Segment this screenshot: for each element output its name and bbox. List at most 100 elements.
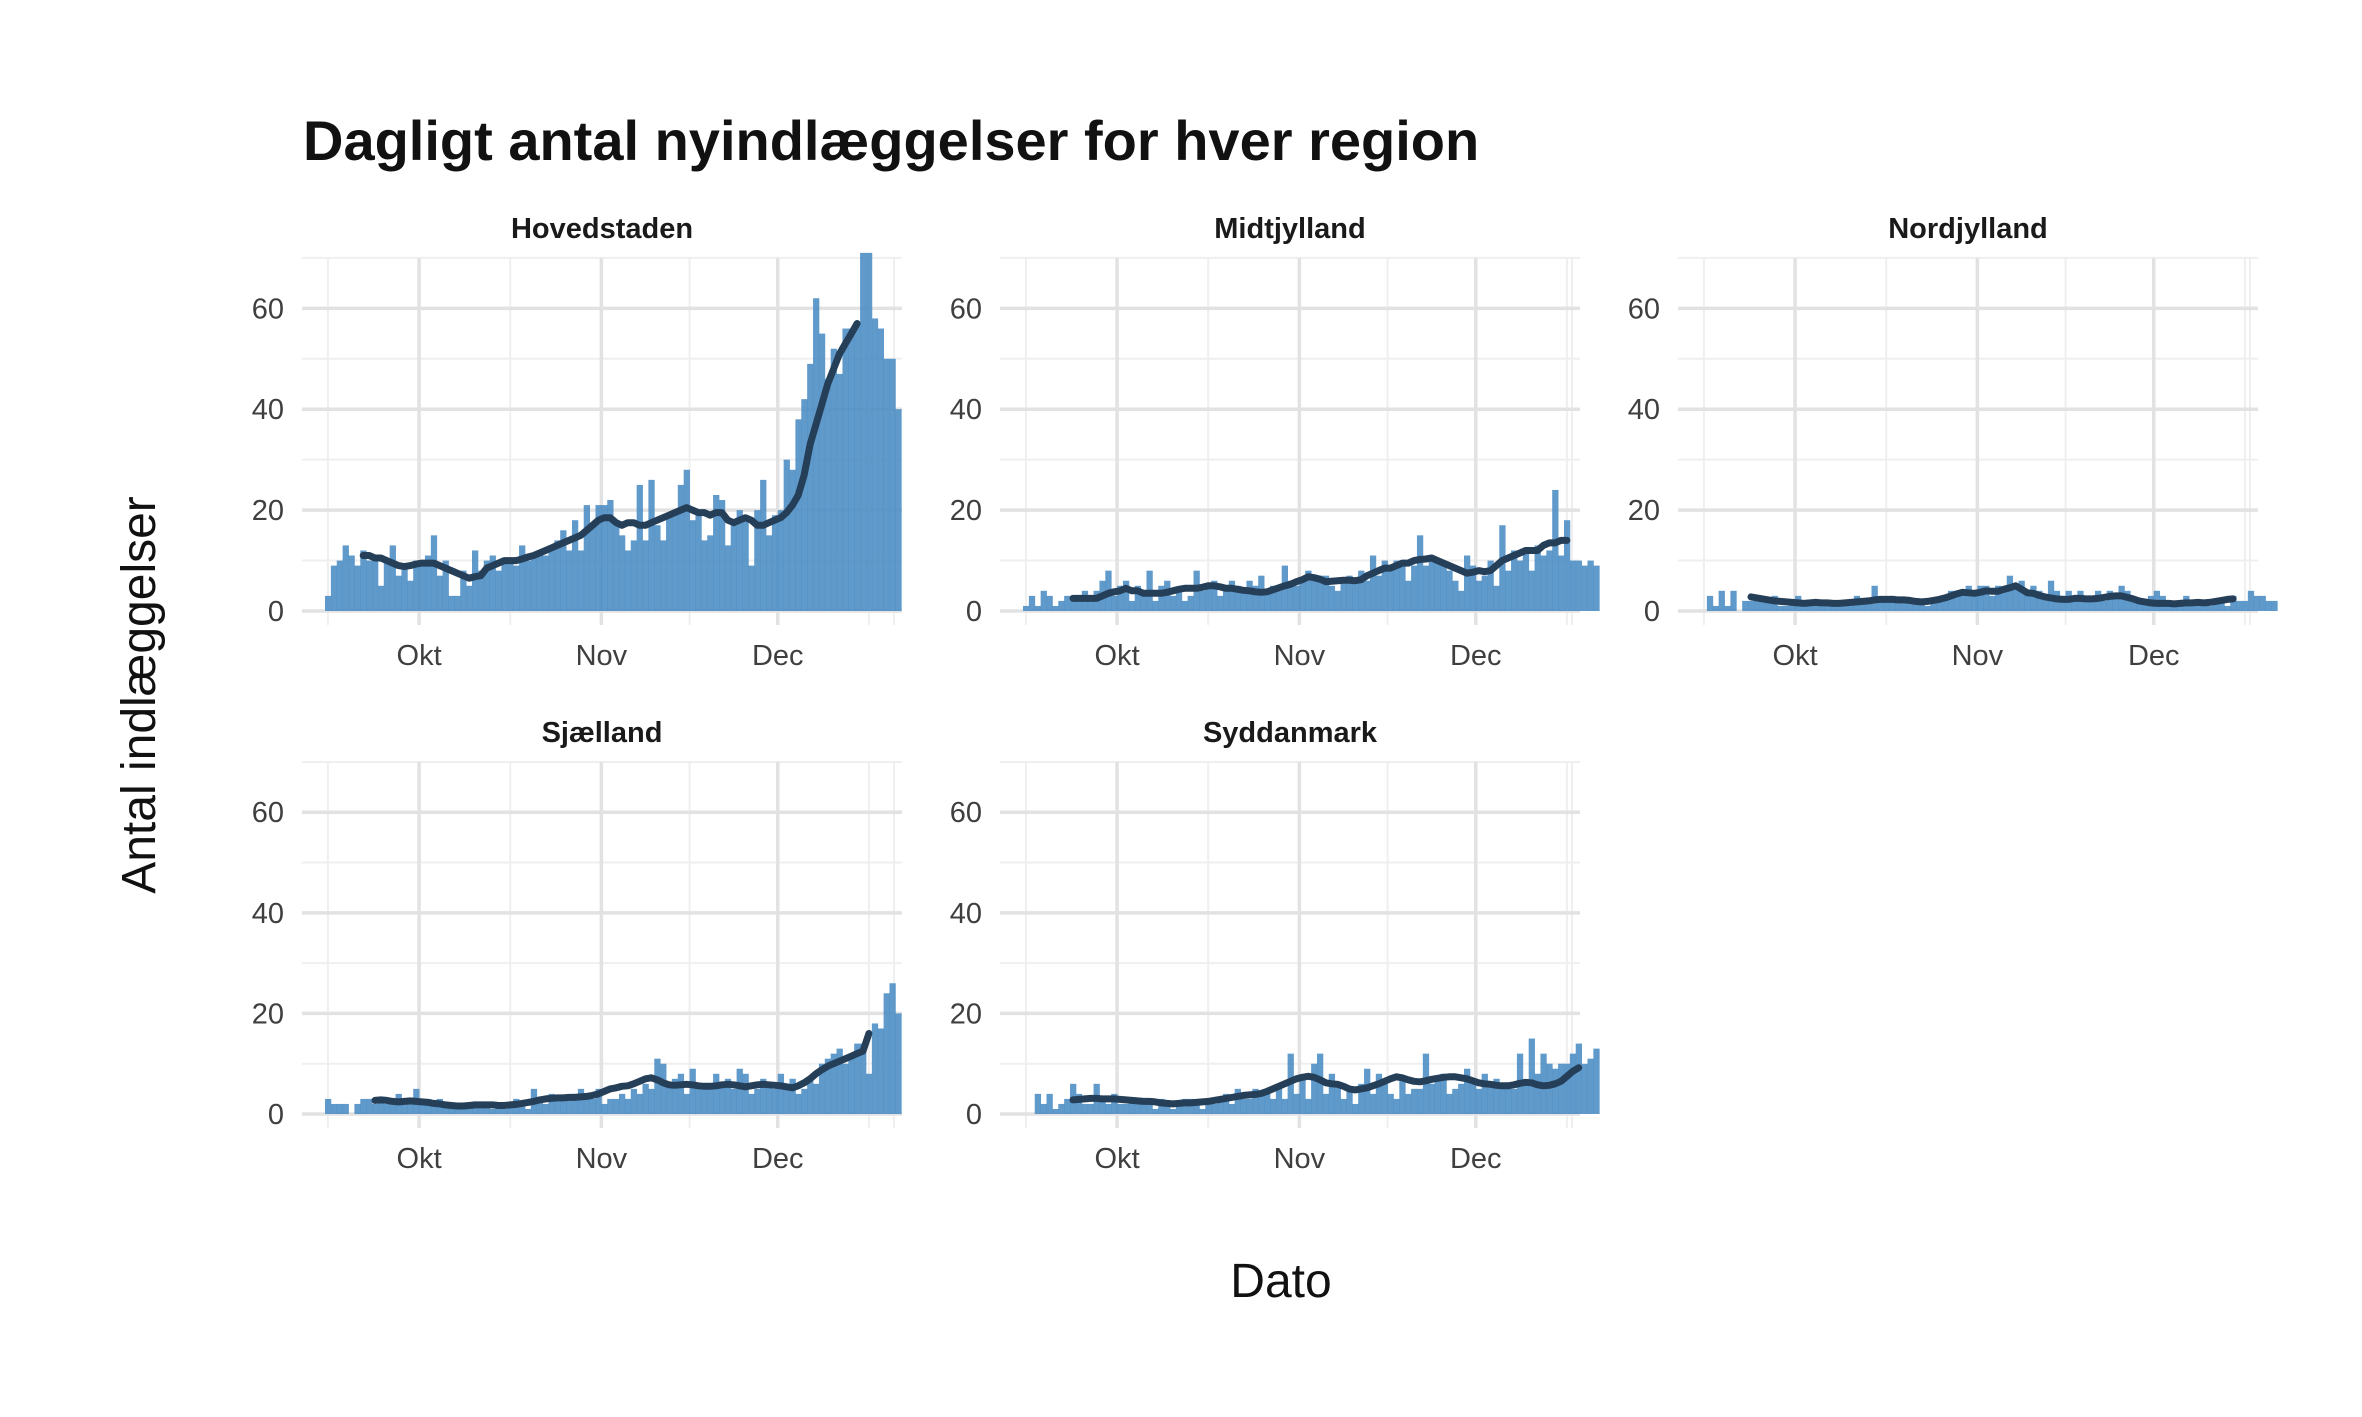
bar — [654, 525, 661, 611]
chart-title: Dagligt antal nyindlæggelser for hver re… — [303, 109, 1479, 172]
bar — [630, 540, 638, 611]
bar — [1777, 605, 1784, 611]
bar — [1411, 1088, 1418, 1114]
bar — [1211, 580, 1218, 611]
bar — [1175, 1103, 1183, 1114]
bar — [771, 1088, 779, 1114]
bar — [1534, 1073, 1541, 1114]
bar — [454, 595, 461, 611]
bar — [854, 1043, 861, 1114]
bar — [689, 520, 696, 611]
trend-line — [1069, 536, 1571, 602]
bar — [1959, 590, 1966, 611]
bar — [2218, 600, 2225, 611]
bar — [1487, 560, 1494, 611]
bar — [2042, 595, 2049, 611]
bar — [589, 525, 596, 611]
bar — [1305, 570, 1312, 611]
x-tick-label: Dec — [752, 1143, 804, 1175]
bar — [1075, 595, 1083, 611]
bar — [1522, 550, 1530, 611]
bar — [1311, 580, 1318, 611]
bar — [1328, 585, 1336, 611]
bar — [1234, 1088, 1241, 1114]
bar — [766, 535, 773, 611]
x-axis-title: Dato — [1230, 1255, 1331, 1308]
bar — [1824, 605, 1831, 611]
bar — [1322, 1093, 1330, 1114]
bar — [1075, 1093, 1083, 1114]
bar — [1812, 600, 1819, 611]
bar — [789, 1078, 796, 1114]
y-tick-label: 60 — [252, 797, 284, 829]
bar — [718, 500, 726, 611]
bar — [1217, 1098, 1224, 1114]
bar — [1499, 1083, 1506, 1114]
bar — [566, 550, 573, 611]
bar — [713, 1073, 720, 1114]
bar — [1170, 595, 1177, 611]
bar — [2253, 595, 2260, 611]
bar — [1563, 1063, 1571, 1114]
panel-midtjylland: Midtjylland 0 20 40 60 Okt Nov Dec — [950, 213, 1600, 672]
bar — [348, 555, 355, 611]
bar — [607, 500, 614, 611]
bar — [1222, 1093, 1230, 1114]
bar — [2083, 600, 2090, 611]
bar — [1181, 600, 1189, 611]
bar — [642, 1083, 649, 1114]
bar — [1493, 585, 1500, 611]
panel-hovedstaden: Hovedstaden 0 20 40 60 Okt Nov Dec — [252, 213, 902, 672]
bar — [342, 545, 349, 611]
bar — [2171, 605, 2178, 611]
bar — [1281, 1098, 1288, 1114]
bar — [442, 1103, 449, 1114]
bar — [877, 1028, 884, 1114]
bar — [1446, 1093, 1453, 1114]
bar — [865, 1073, 873, 1114]
bar — [1452, 580, 1459, 611]
bar — [1906, 600, 1914, 611]
bar — [630, 1088, 638, 1114]
y-tick-label: 0 — [1644, 596, 1660, 628]
bar — [477, 1103, 485, 1114]
bar — [1859, 600, 1867, 611]
bar — [419, 1098, 426, 1114]
trend-line — [1069, 1064, 1583, 1108]
bar — [1228, 580, 1236, 611]
bar — [1117, 1103, 1124, 1114]
bar — [1381, 560, 1388, 611]
bar — [330, 1103, 338, 1114]
bar — [1158, 585, 1165, 611]
bar — [366, 1098, 373, 1114]
bar — [895, 1013, 902, 1114]
bar — [1387, 570, 1394, 611]
bar — [530, 555, 538, 611]
bar — [1528, 570, 1535, 611]
bar — [1487, 1083, 1494, 1114]
bar — [1269, 1098, 1277, 1114]
bar — [836, 373, 843, 611]
bar — [1469, 1083, 1477, 1114]
bar — [1352, 580, 1359, 611]
bar — [354, 565, 361, 611]
panel-strip-label: Nordjylland — [1888, 213, 2048, 245]
bar — [1340, 1098, 1347, 1114]
panel-nordjylland: Nordjylland 0 20 40 60 Okt Nov Dec — [1628, 213, 2278, 672]
bar — [848, 1053, 855, 1114]
bar — [1724, 605, 1731, 611]
bar — [1730, 590, 1737, 611]
bar — [577, 1088, 585, 1114]
bar — [336, 560, 344, 611]
x-tick-label: Dec — [1450, 640, 1502, 672]
bar — [1393, 560, 1400, 611]
bar — [1464, 555, 1471, 611]
bar — [1217, 595, 1224, 611]
bar — [507, 560, 514, 611]
bar — [771, 515, 779, 611]
x-tick-label: Okt — [1095, 1143, 1140, 1175]
bar — [2071, 595, 2078, 611]
bar — [442, 560, 449, 611]
bar — [666, 515, 673, 611]
bar — [1252, 1088, 1259, 1114]
